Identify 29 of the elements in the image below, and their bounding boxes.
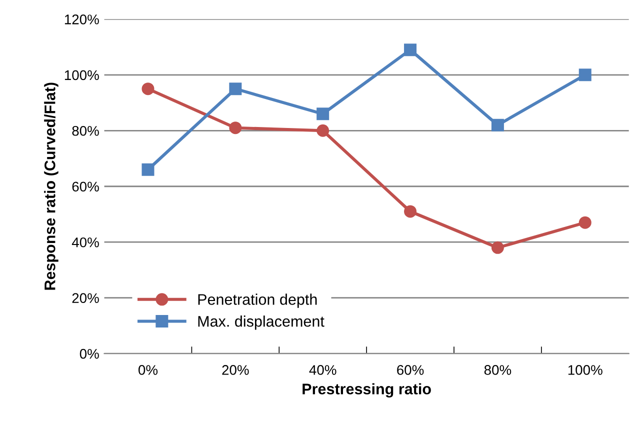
point [491, 241, 504, 254]
point [316, 108, 330, 120]
legend-label: Penetration depth [198, 294, 317, 308]
x-axis-title: Prestressing ratio [302, 383, 431, 398]
y-tick-label: 80% [72, 126, 99, 136]
point [578, 216, 592, 229]
y-tick-label: 40% [72, 237, 99, 248]
y-tick-label: 100% [64, 70, 99, 80]
x-tick-label: 100% [568, 365, 602, 375]
y-axis-title: Response ratio (Curved/Flat) [44, 82, 58, 290]
x-tick-label: 20% [222, 365, 249, 375]
x-tick-label: 80% [484, 365, 512, 375]
point [404, 205, 417, 218]
legend-label: Max. displacement [198, 316, 324, 330]
point [229, 82, 242, 96]
x-tick-label: 60% [397, 365, 424, 375]
point [229, 122, 242, 134]
x-tick-label: 40% [309, 365, 336, 375]
y-tick-label: 120% [64, 14, 99, 24]
point [316, 124, 330, 137]
y-tick-label: 60% [72, 182, 99, 192]
y-tick-label: 0% [80, 348, 99, 359]
y-tick-label: 20% [72, 293, 99, 304]
point [578, 68, 592, 82]
point [142, 163, 154, 176]
point [491, 118, 504, 132]
point [142, 82, 154, 96]
point [404, 44, 417, 56]
x-tick-label: 0% [138, 365, 158, 375]
